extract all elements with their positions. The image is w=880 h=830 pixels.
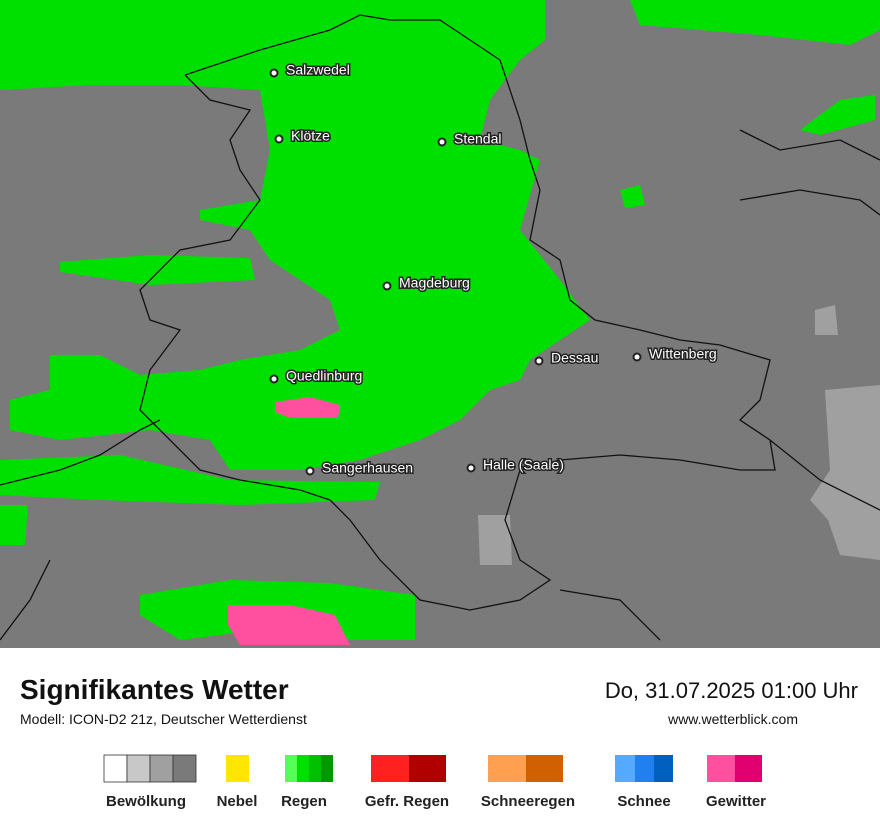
swatch bbox=[635, 755, 654, 782]
city-label: Wittenberg bbox=[649, 346, 717, 362]
thunderstorm-area bbox=[228, 397, 350, 645]
legend-label: Bewölkung bbox=[106, 793, 186, 810]
model: Modell: ICON-D2 21z, Deutscher Wetterdie… bbox=[20, 711, 307, 727]
swatch bbox=[654, 755, 673, 782]
legend-label: Schneeregen bbox=[481, 793, 575, 810]
swatch bbox=[321, 755, 333, 782]
swatch bbox=[126, 754, 151, 783]
swatch bbox=[149, 754, 174, 783]
swatch bbox=[172, 754, 197, 783]
city-dot bbox=[269, 374, 279, 384]
city-label: Magdeburg bbox=[399, 275, 470, 291]
swatch bbox=[309, 755, 321, 782]
borders bbox=[0, 14, 880, 641]
city-label: Sangerhausen bbox=[322, 460, 413, 476]
city-dot bbox=[466, 463, 476, 473]
city-label: Dessau bbox=[551, 350, 598, 366]
legend-label: Schnee bbox=[617, 793, 670, 810]
header: Signifikantes Wetter Modell: ICON-D2 21z… bbox=[20, 674, 858, 727]
swatch bbox=[285, 755, 297, 782]
datetime: Do, 31.07.2025 01:00 Uhr bbox=[605, 678, 858, 703]
swatch bbox=[526, 755, 563, 782]
city-dot bbox=[437, 137, 447, 147]
city-label: Stendal bbox=[454, 131, 501, 147]
swatch bbox=[226, 755, 249, 782]
cloud-light bbox=[478, 305, 880, 565]
city-label: Salzwedel bbox=[286, 62, 350, 78]
legend-label: Gewitter bbox=[706, 793, 766, 810]
city-dot bbox=[534, 356, 544, 366]
city-label: Quedlinburg bbox=[286, 368, 362, 384]
legend-labels: Bewölkung Nebel Regen Gefr. Regen Schnee… bbox=[106, 793, 766, 810]
website: www.wetterblick.com bbox=[667, 711, 798, 727]
swatch bbox=[409, 755, 446, 782]
city-dot bbox=[632, 352, 642, 362]
swatch bbox=[735, 755, 762, 782]
city-dot bbox=[269, 68, 279, 78]
legend-label: Gefr. Regen bbox=[365, 793, 449, 810]
cities: Salzwedel Klötze Stendal Magdeburg Quedl… bbox=[269, 60, 718, 477]
city-dot bbox=[382, 281, 392, 291]
city-label: Halle (Saale) bbox=[483, 457, 564, 473]
city-dot bbox=[305, 466, 315, 476]
legend-label: Regen bbox=[281, 793, 327, 810]
map: Salzwedel Klötze Stendal Magdeburg Quedl… bbox=[0, 0, 880, 648]
city-dot bbox=[274, 134, 284, 144]
city-label: Klötze bbox=[291, 128, 330, 144]
swatch bbox=[103, 754, 128, 783]
title: Signifikantes Wetter bbox=[20, 674, 289, 705]
legend bbox=[103, 754, 762, 783]
swatch bbox=[615, 755, 635, 782]
swatch bbox=[371, 755, 409, 782]
legend-label: Nebel bbox=[217, 793, 258, 810]
swatch bbox=[297, 755, 309, 782]
swatch bbox=[707, 755, 735, 782]
swatch bbox=[488, 755, 526, 782]
